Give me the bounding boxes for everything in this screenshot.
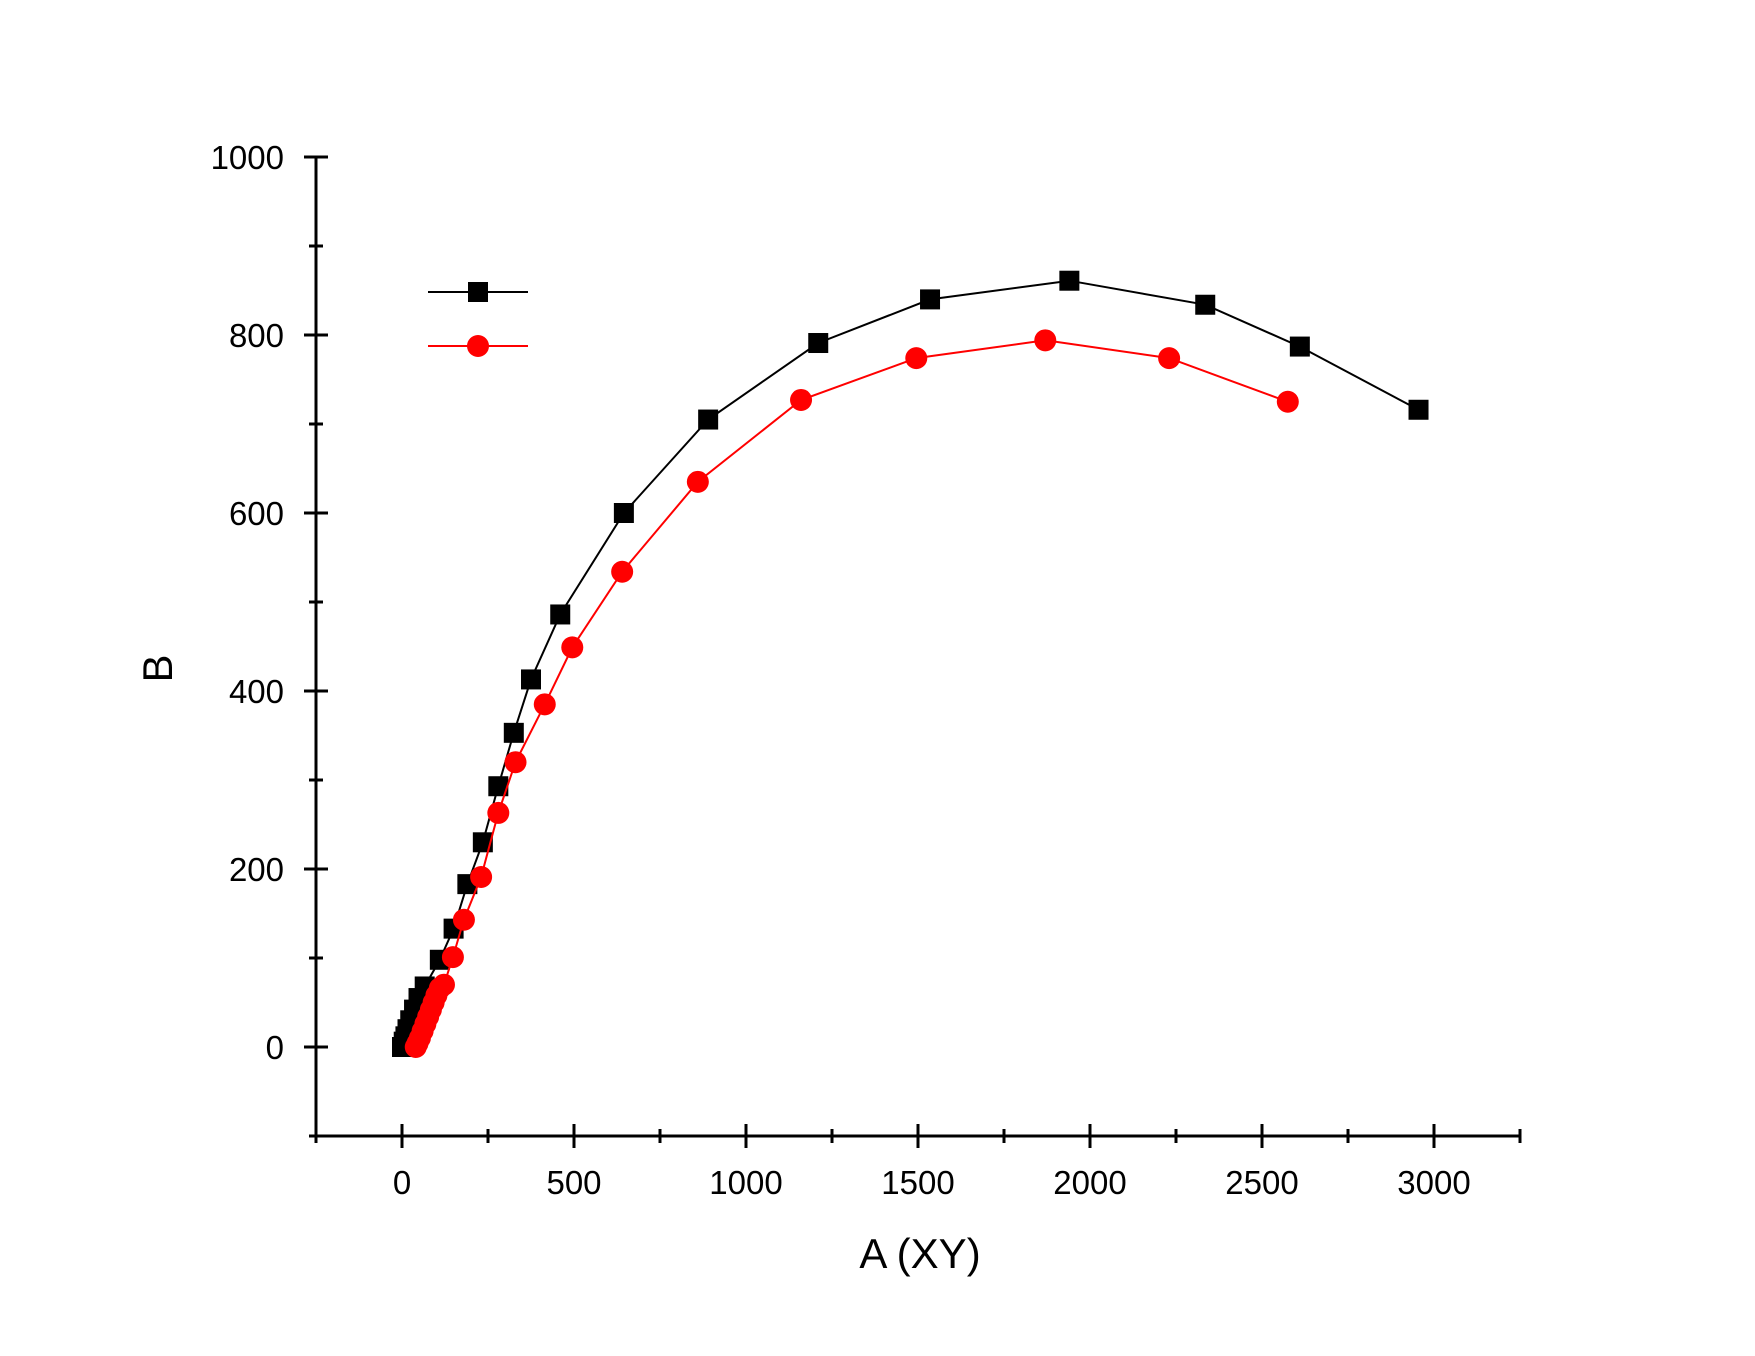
data-point — [613, 503, 634, 523]
y-axis-title: B — [134, 654, 181, 682]
series-2 — [404, 329, 1299, 1058]
x-tick-label: 1000 — [709, 1164, 782, 1201]
data-point — [452, 908, 475, 931]
data-point — [1195, 294, 1216, 315]
data-point — [521, 669, 541, 690]
series-line — [401, 279, 1419, 1048]
data-point — [1059, 270, 1080, 291]
axis-ticks: 0 500 1000 1500 2000 2500 3000 0 200 400 600 800 100… — [211, 139, 1522, 1201]
x-tick-label: 2000 — [1053, 1164, 1126, 1201]
data-point — [470, 866, 493, 889]
data-point — [1408, 399, 1429, 420]
legend-marker — [468, 282, 488, 302]
data-point — [1289, 336, 1310, 357]
data-point — [432, 973, 455, 996]
x-tick-label: 3000 — [1397, 1164, 1470, 1201]
data-point — [1034, 329, 1057, 352]
data-point — [920, 289, 941, 310]
data-point — [550, 604, 571, 625]
data-point — [698, 409, 719, 430]
data-point — [504, 751, 527, 774]
data-point — [790, 388, 813, 411]
data-point — [808, 333, 829, 354]
data-point — [472, 832, 493, 853]
y-tick-label: 200 — [229, 851, 284, 888]
y-tick-label: 600 — [229, 495, 284, 532]
y-tick-label: 1000 — [211, 139, 284, 176]
data-point — [503, 722, 524, 743]
x-tick-label: 0 — [393, 1164, 411, 1201]
data-point — [441, 946, 464, 969]
data-point — [1158, 347, 1181, 370]
data-point — [686, 470, 709, 493]
data-point — [561, 636, 584, 659]
data-point — [533, 693, 556, 716]
series-1 — [392, 270, 1429, 1057]
data-point — [1276, 390, 1299, 413]
y-tick-label: 400 — [229, 673, 284, 710]
legend — [428, 282, 528, 357]
x-tick-label: 1500 — [881, 1164, 954, 1201]
legend-marker — [467, 335, 489, 357]
x-tick-label: 500 — [546, 1164, 601, 1201]
x-tick-label: 2500 — [1225, 1164, 1298, 1201]
series-layer — [392, 270, 1429, 1058]
data-point — [905, 347, 928, 370]
y-tick-label: 800 — [229, 317, 284, 354]
y-tick-label: 0 — [266, 1029, 284, 1066]
data-point — [611, 560, 634, 583]
data-point — [487, 801, 510, 824]
data-point — [488, 776, 509, 797]
x-axis-title: A (XY) — [859, 1230, 980, 1277]
